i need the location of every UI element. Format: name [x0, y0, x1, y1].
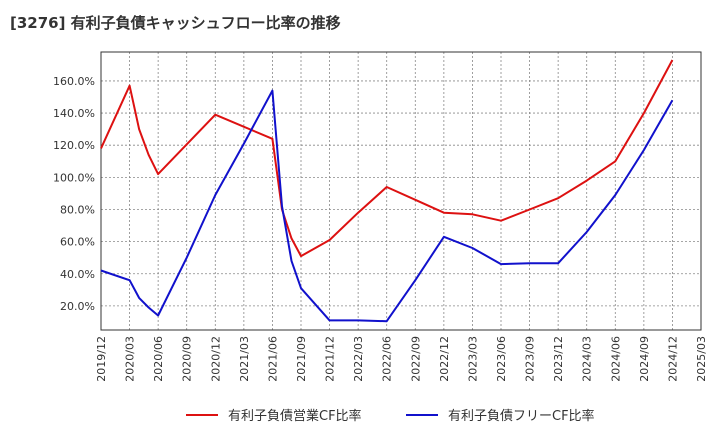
x-tick-label: 2023/09 [524, 336, 537, 382]
y-tick-label: 80.0% [60, 203, 95, 216]
y-axis-ticks: 20.0% 40.0% 60.0% 80.0% 100.0% 120.0% 140.0% 16… [53, 75, 95, 313]
x-tick-label: 2020/12 [209, 336, 222, 382]
x-tick-label: 2024/06 [609, 336, 622, 382]
x-tick-label: 2021/09 [295, 336, 308, 382]
x-tick-label: 2022/12 [438, 336, 451, 382]
series-lines [100, 59, 674, 323]
x-tick-label: 2021/12 [324, 336, 337, 382]
x-tick-label: 2021/06 [266, 336, 279, 382]
y-tick-label: 160.0% [53, 75, 95, 88]
series-line-2 [100, 89, 674, 323]
x-tick-label: 2024/03 [581, 336, 594, 382]
chart-title: [3276] 有利子負債キャッシュフロー比率の推移 [10, 14, 341, 32]
x-axis-ticks: 2019/12 2020/03 2020/06 2020/09 2020/12 2021/… [95, 336, 708, 382]
legend: 有利子負債営業CF比率 有利子負債フリーCF比率 [186, 408, 595, 424]
x-tick-label: 2023/06 [495, 336, 508, 382]
x-tick-label: 2024/09 [638, 336, 651, 382]
x-tick-label: 2022/09 [409, 336, 422, 382]
plot-frame [100, 51, 702, 331]
x-tick-label: 2020/06 [152, 336, 165, 382]
x-tick-label: 2021/03 [238, 336, 251, 382]
y-tick-label: 40.0% [60, 268, 95, 281]
x-tick-label: 2025/03 [695, 336, 708, 382]
y-tick-label: 100.0% [53, 171, 95, 184]
x-tick-label: 2022/06 [381, 336, 394, 382]
legend-label-1: 有利子負債営業CF比率 [228, 408, 362, 424]
x-tick-label: 2019/12 [95, 336, 108, 382]
x-tick-label: 2023/12 [552, 336, 565, 382]
x-tick-label: 2022/03 [352, 336, 365, 382]
x-tick-label: 2020/03 [124, 336, 137, 382]
y-tick-label: 60.0% [60, 236, 95, 249]
x-tick-label: 2023/03 [466, 336, 479, 382]
y-tick-label: 140.0% [53, 107, 95, 120]
y-tick-label: 120.0% [53, 139, 95, 152]
series-line-1 [100, 59, 674, 258]
legend-label-2: 有利子負債フリーCF比率 [448, 408, 595, 424]
x-tick-label: 2020/09 [181, 336, 194, 382]
x-tick-label: 2024/12 [666, 336, 679, 382]
y-tick-label: 20.0% [60, 300, 95, 313]
grid-lines [100, 52, 702, 330]
